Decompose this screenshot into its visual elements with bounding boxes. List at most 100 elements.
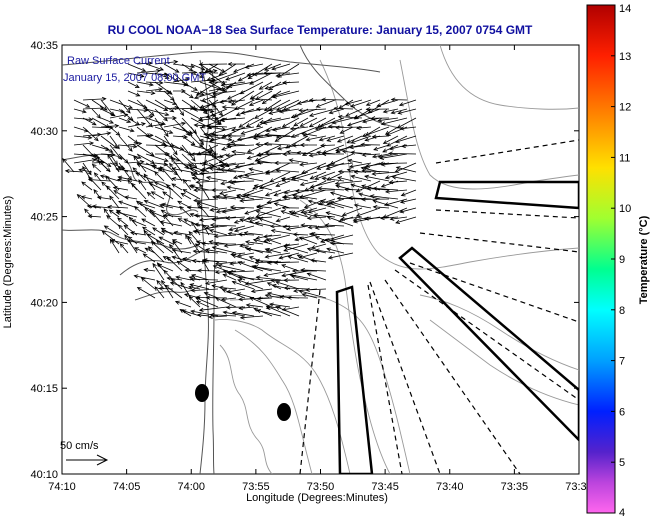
current-vector <box>196 301 210 308</box>
current-vector-head <box>181 309 187 314</box>
current-vector <box>264 143 291 146</box>
current-vector-head <box>256 204 261 209</box>
current-vector-head <box>321 151 327 157</box>
current-vector-head <box>209 312 215 317</box>
current-vector-head <box>208 80 214 85</box>
current-vector-head <box>326 201 332 206</box>
current-vector <box>156 280 165 290</box>
current-vector-head <box>239 90 245 95</box>
current-vector-head <box>155 240 161 245</box>
current-vector <box>104 225 120 236</box>
current-vector <box>233 171 255 179</box>
current-vector-head <box>156 279 161 285</box>
current-vector <box>136 81 154 86</box>
current-vector <box>205 249 228 254</box>
current-vector-head <box>345 112 351 117</box>
current-vector-head <box>190 171 195 176</box>
current-vector <box>199 184 210 200</box>
current-vector <box>318 187 345 191</box>
current-vector <box>318 198 336 205</box>
current-vector-head <box>340 216 345 221</box>
current-vector <box>309 108 336 117</box>
current-vector-head <box>190 184 196 189</box>
current-vector-head <box>117 175 123 180</box>
current-vector <box>199 126 210 139</box>
current-vector <box>200 99 228 108</box>
current-vector <box>220 168 246 173</box>
x-axis-label: Longitude (Degrees:Minutes) <box>246 492 388 504</box>
buoy-marker-2 <box>277 403 291 421</box>
current-vector-head <box>273 260 279 265</box>
current-vector-head <box>388 151 393 156</box>
x-tick-label: 73:30 <box>565 481 593 493</box>
current-vector <box>275 180 291 187</box>
current-vector-head <box>152 262 157 268</box>
current-vector-head <box>344 101 350 106</box>
current-vector <box>398 108 417 114</box>
current-vector <box>172 78 190 83</box>
current-vector-head <box>292 193 297 198</box>
current-vector <box>263 234 282 238</box>
current-vector <box>335 144 363 151</box>
current-vector <box>400 198 417 203</box>
current-vector <box>275 306 300 317</box>
current-vector <box>144 200 165 209</box>
current-vector-head <box>226 143 231 149</box>
current-vector-head <box>276 146 282 151</box>
current-vector <box>181 90 194 99</box>
current-vector-head <box>171 157 176 163</box>
current-vector-head <box>140 277 146 282</box>
current-vector <box>199 139 228 146</box>
current-vector-head <box>271 66 277 71</box>
current-vector-head <box>395 166 401 171</box>
current-vector-head <box>391 175 397 180</box>
current-vector <box>338 216 354 223</box>
current-vector <box>240 198 264 202</box>
current-vector-head <box>365 102 371 106</box>
current-vector <box>205 63 219 73</box>
current-vector <box>163 122 186 128</box>
current-vector <box>141 218 156 227</box>
current-vector <box>109 126 120 136</box>
current-vector-head <box>239 315 245 320</box>
current-vector-head <box>310 245 316 250</box>
current-vector <box>154 61 178 65</box>
current-vector <box>223 195 246 200</box>
current-vector <box>300 117 318 127</box>
current-vector <box>136 134 153 137</box>
current-vector-head <box>82 166 87 171</box>
current-vector-head <box>255 123 261 128</box>
current-vector <box>154 90 171 93</box>
current-vector <box>238 233 255 236</box>
current-vector <box>244 232 264 236</box>
current-vector <box>249 297 273 308</box>
current-vector <box>295 234 318 241</box>
current-vector <box>127 135 138 144</box>
current-vector-head <box>222 270 228 275</box>
current-vector <box>301 269 327 272</box>
current-vector <box>81 196 93 200</box>
current-vector <box>196 180 219 183</box>
current-vector-head <box>86 204 92 209</box>
current-vector-head <box>198 70 204 75</box>
current-vector-head <box>334 181 340 186</box>
current-vector-head <box>366 186 372 191</box>
current-vector <box>256 205 273 209</box>
current-vector-head <box>293 288 298 293</box>
current-vector <box>88 179 111 182</box>
current-vector-head <box>198 217 204 222</box>
current-vector <box>136 116 153 119</box>
current-vector <box>349 144 372 149</box>
current-vector-head <box>341 212 347 217</box>
current-vector <box>265 294 282 299</box>
current-vector-head <box>88 176 93 181</box>
current-vector <box>202 259 210 272</box>
colorbar-tick-label: 4 <box>619 507 625 519</box>
current-vector-head <box>258 85 264 90</box>
current-vector <box>82 107 104 110</box>
current-vector-head <box>189 283 195 288</box>
current-vector-head <box>320 143 325 148</box>
current-vector-head <box>269 224 275 229</box>
current-vector <box>259 81 273 90</box>
current-vector <box>100 175 120 182</box>
